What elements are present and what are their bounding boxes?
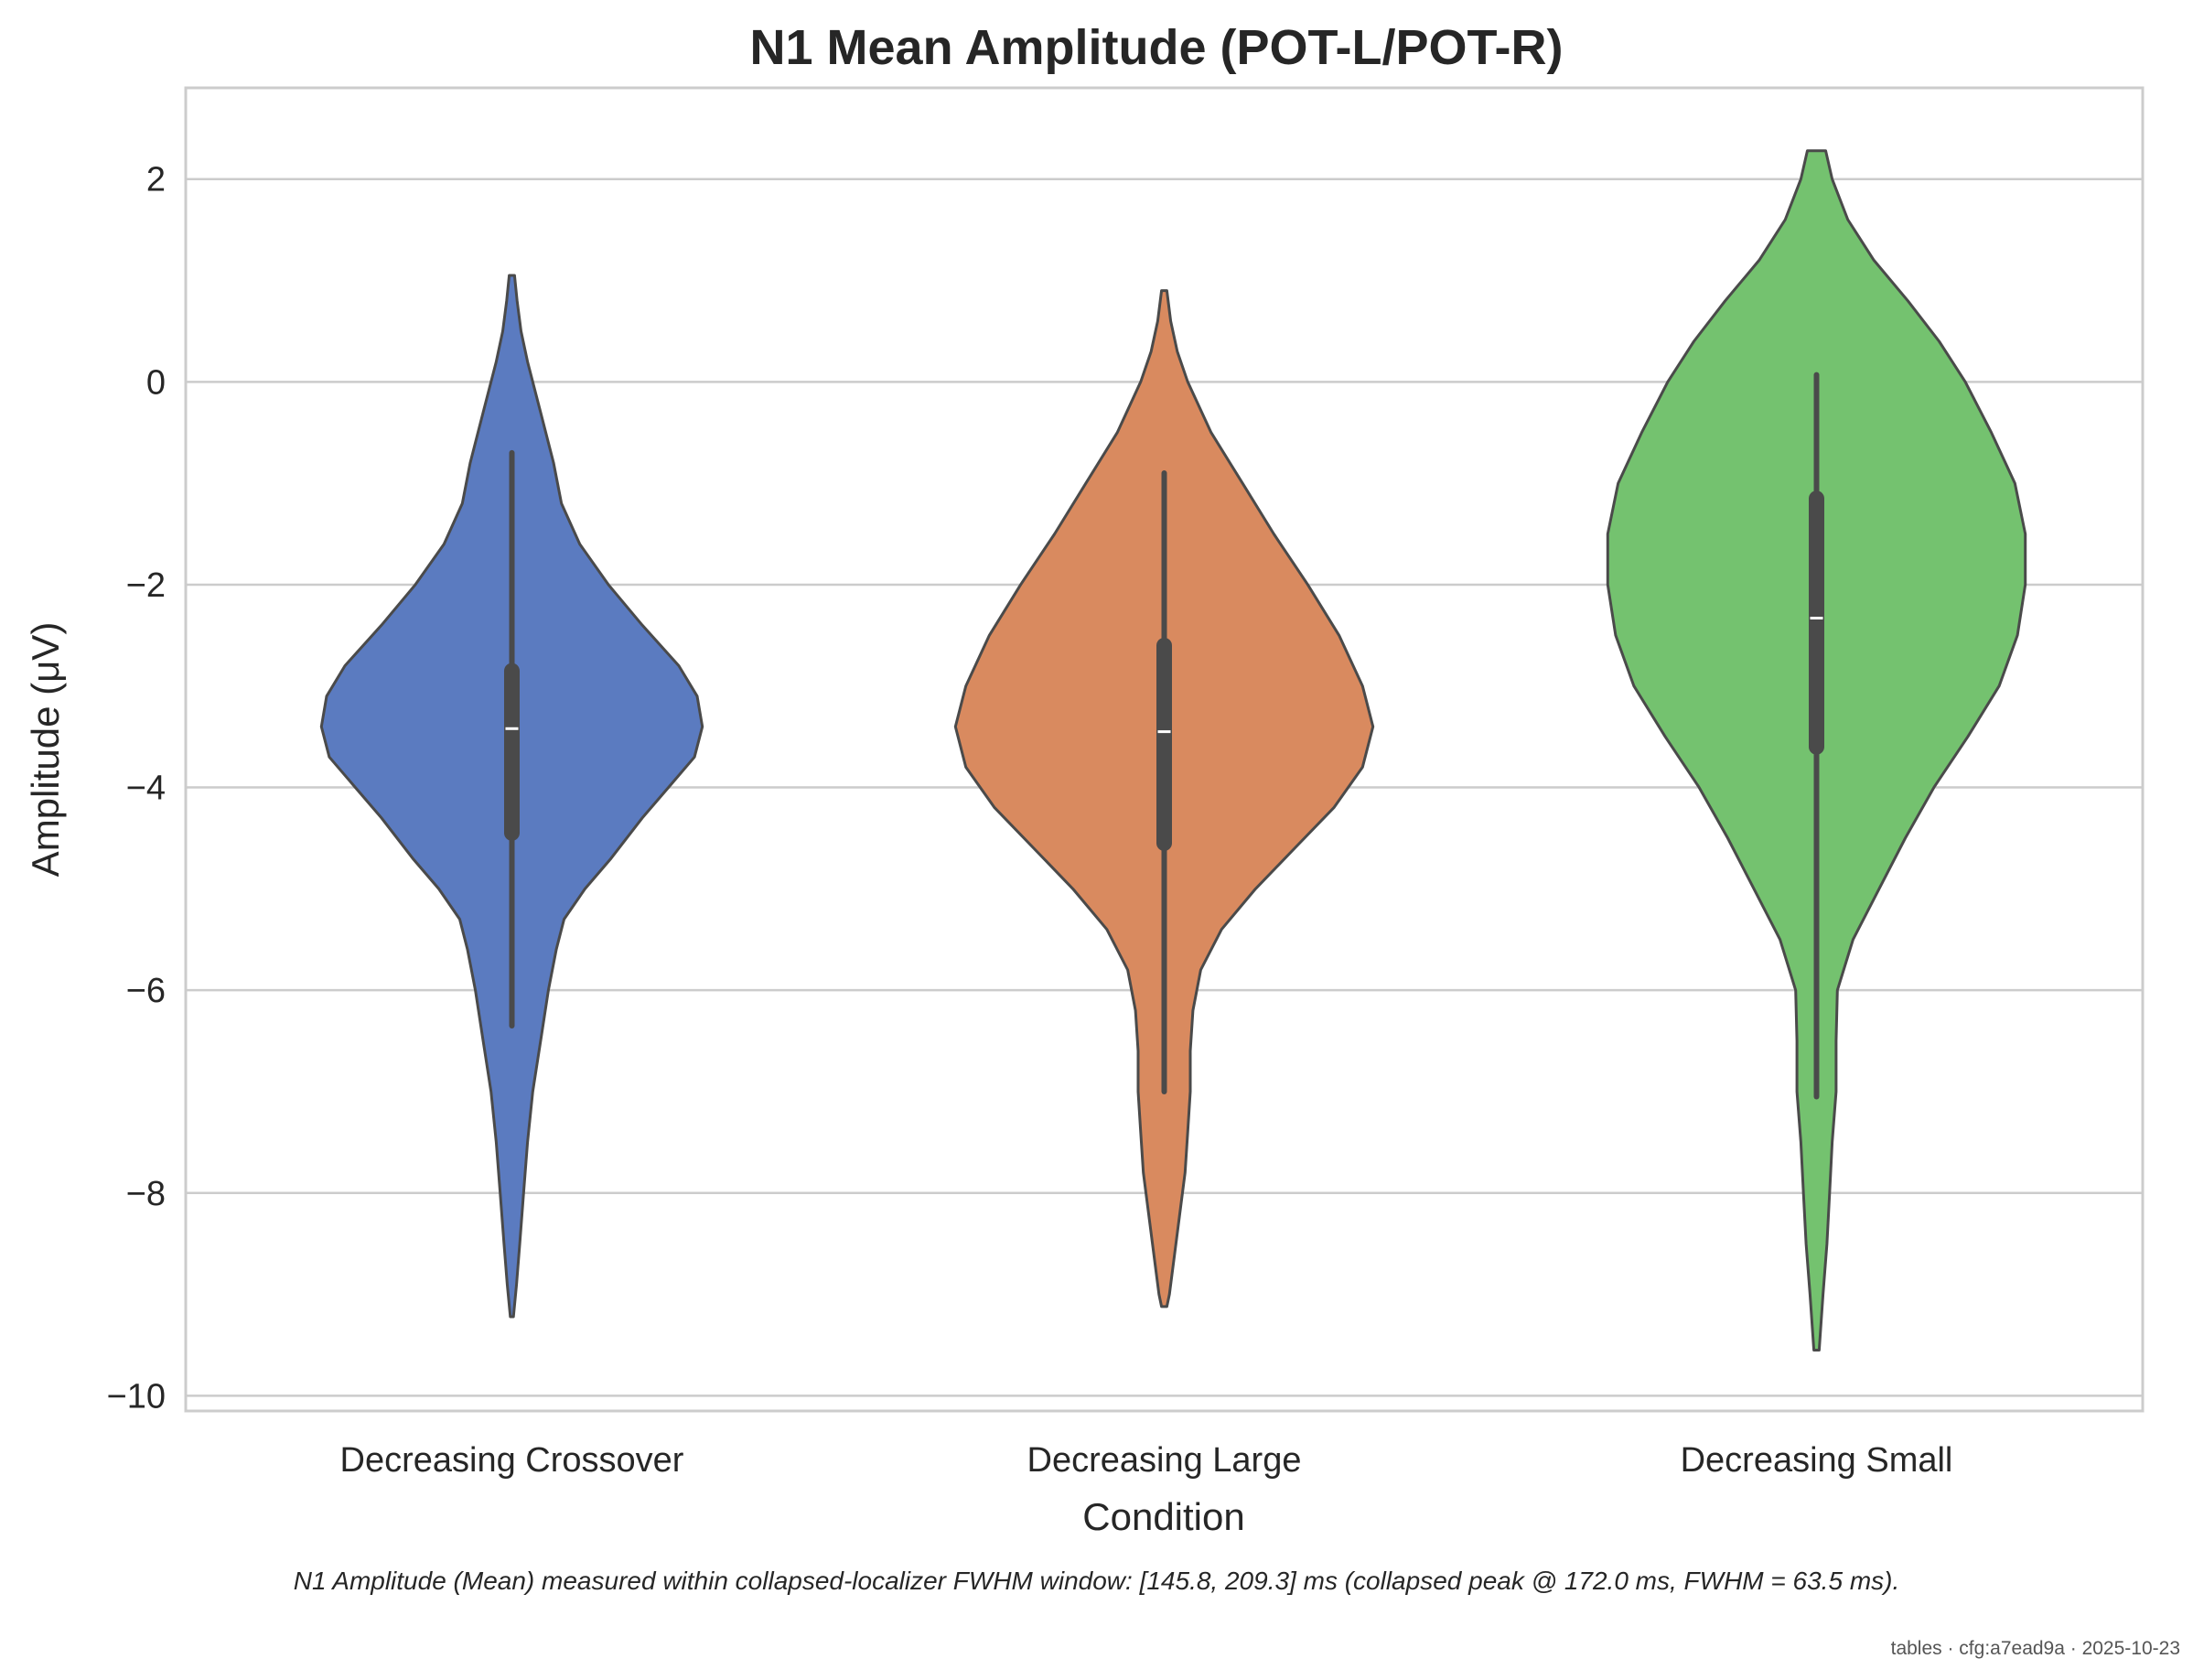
y-tick-label: 0 [146, 363, 166, 402]
y-tick-label: −8 [126, 1175, 166, 1213]
y-tick-label: −10 [107, 1377, 166, 1416]
plot-frame [184, 86, 2145, 1413]
y-tick-label: −6 [126, 972, 166, 1010]
x-tick-label: Decreasing Large [1027, 1441, 1302, 1480]
y-axis-label: Amplitude (μV) [24, 622, 67, 878]
footer-stamp: tables · cfg:a7ead9a · 2025-10-23 [1890, 1638, 2180, 1659]
x-tick-label: Decreasing Small [1681, 1441, 1953, 1480]
x-tick-labels: Decreasing Crossover Decreasing Large Decr… [340, 1441, 1953, 1480]
y-tick-labels: 2 0 −2 −4 −6 −8 −10 [107, 161, 166, 1416]
x-axis-label: Condition [1082, 1495, 1244, 1538]
violins [319, 149, 2027, 1352]
y-tick-label: −4 [126, 770, 166, 808]
y-tick-label: −2 [126, 566, 166, 605]
chart-title: N1 Mean Amplitude (POT-L/POT-R) [749, 20, 1563, 75]
figure-caption: N1 Amplitude (Mean) measured within coll… [293, 1567, 1900, 1595]
x-tick-label: Decreasing Crossover [340, 1441, 684, 1480]
y-tick-label: 2 [146, 161, 166, 199]
